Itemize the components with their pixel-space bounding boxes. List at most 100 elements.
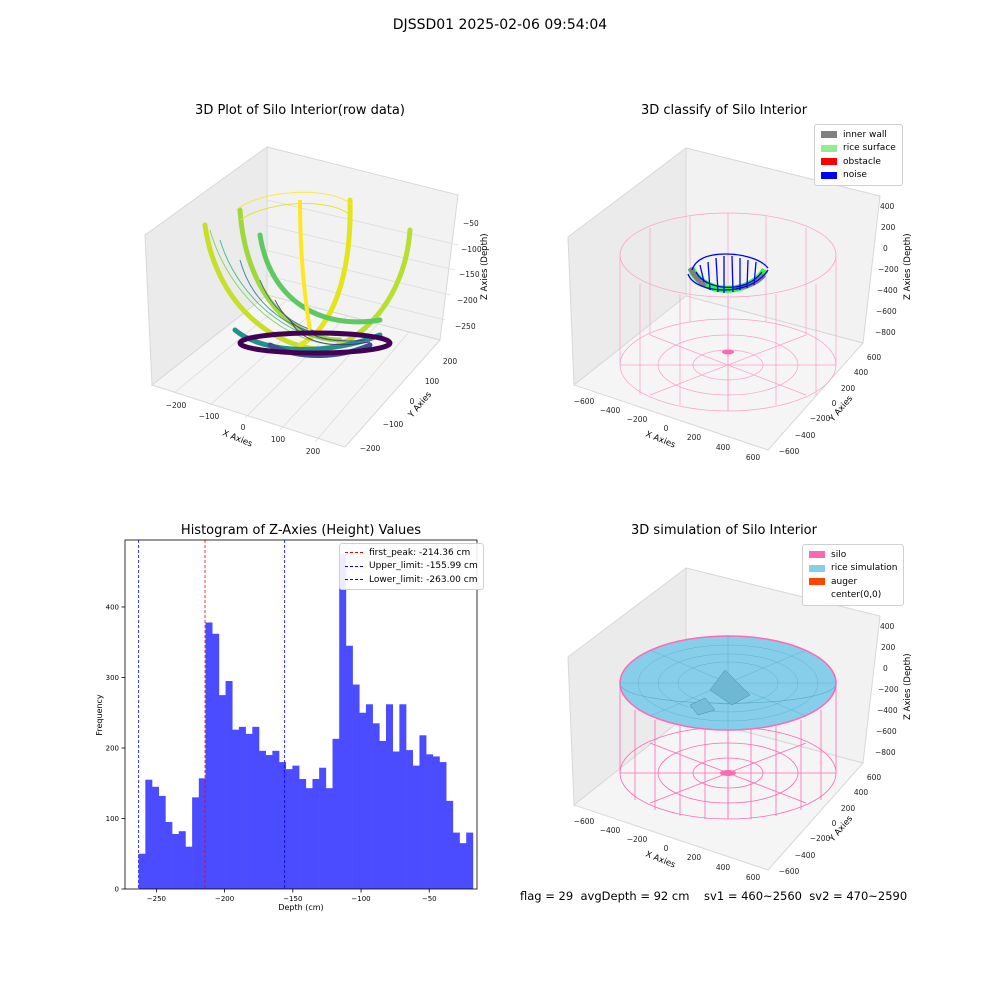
x-tick-label: −200: [627, 415, 648, 424]
x-tick-label: −250: [147, 895, 166, 903]
z-tick-label: −200: [878, 265, 899, 274]
histogram-bar: [345, 645, 353, 889]
legend-label: first_peak: -214.36 cm: [369, 547, 471, 558]
x-tick-label: −600: [574, 397, 595, 406]
histogram-bar: [252, 726, 260, 889]
legend-line: [345, 579, 363, 581]
histogram-bar: [198, 778, 206, 889]
panel4-title: 3D simulation of Silo Interior: [631, 523, 817, 538]
z-tick-label: 200: [881, 643, 896, 652]
x-axis-label: X Axies: [644, 850, 677, 871]
histogram-legend: first_peak: -214.36 cm Upper_limit: -155…: [339, 543, 484, 590]
histogram-bar: [399, 704, 407, 889]
histogram-bar: [372, 723, 380, 889]
y-tick-label: 400: [106, 603, 119, 611]
z-tick-label: −100: [461, 245, 482, 254]
z-axis-label: Z Axies (Depth): [903, 233, 913, 300]
z-tick-label: −400: [877, 286, 898, 295]
histogram-bar: [385, 704, 393, 889]
histogram-bar: [319, 767, 327, 889]
z-tick-label: −50: [463, 219, 479, 228]
legend-item: noise: [821, 169, 896, 183]
x-tick-label: 600: [746, 873, 761, 882]
z-tick-label: 400: [880, 202, 895, 211]
histogram-bar: [245, 733, 253, 889]
x-tick-label: 400: [716, 443, 731, 452]
legend-swatch: [809, 578, 825, 586]
histogram-bar: [238, 726, 246, 889]
y-tick-label: −400: [795, 851, 816, 860]
x-tick-label: −100: [199, 412, 220, 421]
y-tick-label: 600: [867, 773, 882, 782]
histogram-bar: [299, 779, 307, 889]
z-tick-label: −200: [457, 296, 478, 305]
x-tick-label: −50: [422, 895, 437, 903]
y-tick-label: 200: [841, 384, 856, 393]
y-tick-label: −600: [779, 447, 800, 456]
legend-item: first_peak: -214.36 cm: [345, 546, 478, 560]
legend-swatch: [821, 158, 837, 166]
legend-label: Lower_limit: -263.00 cm: [369, 574, 478, 585]
histogram-bar: [185, 846, 193, 889]
histogram-bar: [325, 788, 333, 889]
histogram-bar: [426, 754, 434, 889]
legend-item: rice surface: [821, 142, 896, 156]
legend-item: silo: [809, 548, 897, 562]
histogram-bar: [279, 762, 287, 889]
y-tick-label: −200: [810, 834, 831, 843]
z-tick-label: −400: [877, 706, 898, 715]
x-tick-label: 0: [241, 423, 246, 432]
y-tick-label: 0: [115, 886, 119, 894]
y-tick-label: 200: [841, 804, 856, 813]
legend-swatch: [821, 171, 837, 179]
x-tick-label: 600: [746, 453, 761, 462]
z-axis-label: Z Axies (Depth): [480, 233, 490, 300]
legend-item: inner wall: [821, 128, 896, 142]
histogram-bar: [392, 751, 400, 889]
legend-swatch: [821, 131, 837, 139]
legend-label: center(0,0): [831, 590, 882, 601]
y-tick-label: 200: [443, 357, 458, 366]
z-tick-label: −250: [455, 322, 476, 331]
y-tick-label: 600: [867, 353, 882, 362]
histogram-bar: [225, 681, 233, 889]
y-tick-label: 100: [425, 377, 440, 386]
y-tick-label: 200: [106, 744, 119, 752]
histogram-bar: [178, 831, 186, 889]
histogram-bar: [412, 765, 420, 889]
histogram-bar: [212, 633, 220, 889]
legend-line: [345, 552, 363, 554]
raw-3d-plot: −200 −100 0 100 200 −200 −100 0 100 200 …: [144, 146, 490, 456]
histogram-bar: [466, 832, 474, 889]
z-tick-label: −150: [459, 270, 480, 279]
y-axis-label: Frequency: [95, 694, 104, 736]
x-tick-label: −150: [283, 895, 302, 903]
histogram-bar: [205, 622, 213, 889]
x-tick-label: 200: [306, 447, 321, 456]
x-tick-label: 0: [664, 424, 669, 433]
histogram-bar: [152, 786, 159, 889]
legend-label: auger: [831, 576, 858, 587]
histogram-bar: [452, 832, 460, 889]
histogram-bar: [292, 765, 300, 889]
histogram-bar: [192, 797, 200, 889]
z-axis-label: Z Axies (Depth): [903, 653, 913, 720]
legend-item: center(0,0): [809, 589, 897, 603]
histogram-bar: [379, 740, 387, 889]
legend-label: inner wall: [843, 129, 887, 140]
x-tick-label: 200: [687, 433, 702, 442]
legend-item: Upper_limit: -155.99 cm: [345, 560, 478, 574]
legend-item: Lower_limit: -263.00 cm: [345, 573, 478, 587]
y-tick-label: −600: [779, 867, 800, 876]
legend-item: auger: [809, 575, 897, 589]
x-tick-label: 200: [687, 853, 702, 862]
legend-swatch: [809, 551, 825, 559]
histogram-bar: [172, 834, 180, 889]
legend-label: silo: [831, 549, 847, 560]
y-tick-label: −400: [795, 431, 816, 440]
histogram-bar: [439, 762, 447, 889]
histogram-bar: [232, 729, 240, 889]
histogram-bar: [312, 779, 320, 889]
x-axis-label: X Axies: [221, 429, 254, 450]
x-tick-label: 400: [716, 863, 731, 872]
